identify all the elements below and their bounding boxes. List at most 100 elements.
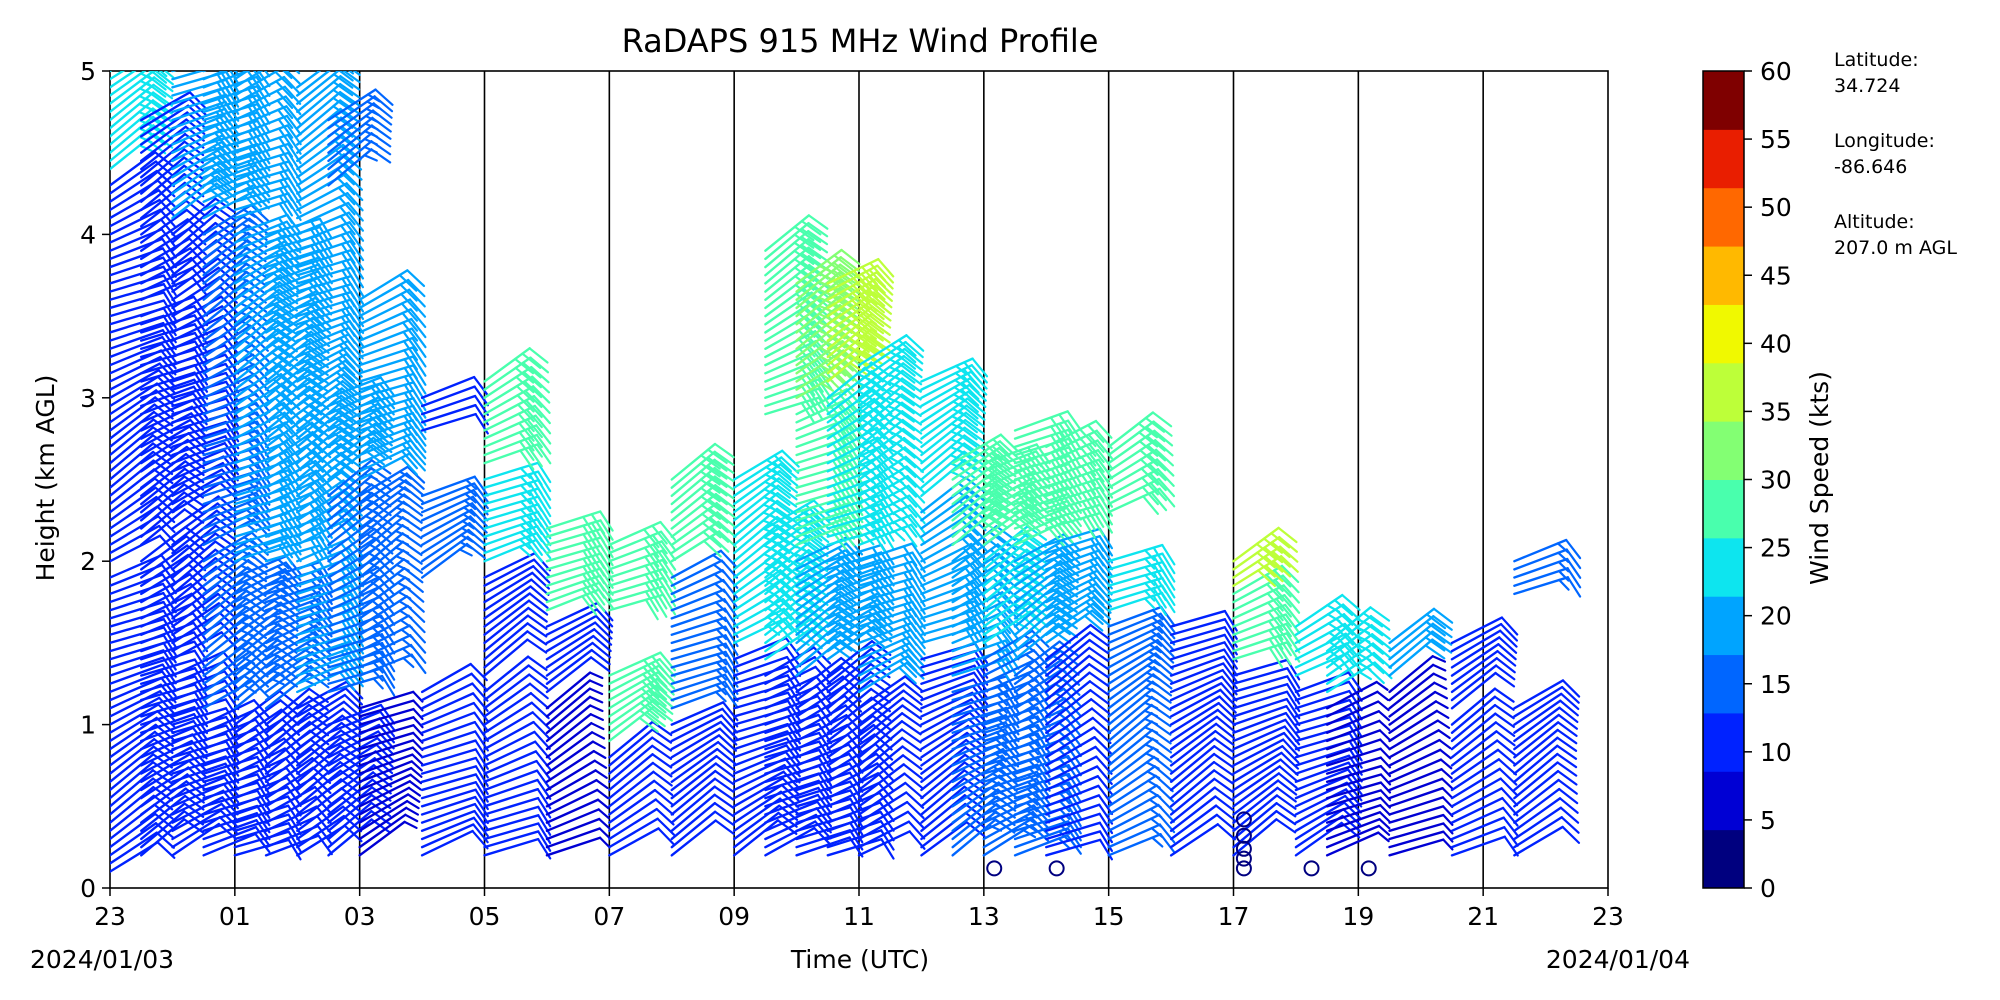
wind-barb	[1232, 731, 1301, 759]
wind-barb	[1450, 629, 1518, 661]
wind-barb	[296, 814, 363, 849]
wind-barb	[608, 761, 673, 800]
wind-barb	[1107, 543, 1176, 569]
wind-barb	[1232, 718, 1301, 743]
wind-barb	[670, 801, 735, 841]
x-tick-label: 05	[469, 902, 501, 931]
wind-barb	[795, 675, 862, 710]
wind-barb	[1450, 657, 1516, 694]
wind-barb	[1107, 487, 1176, 515]
wind-barb	[1450, 730, 1516, 767]
wind-barb	[140, 91, 208, 122]
wind-barb	[1388, 655, 1447, 694]
wind-barb	[670, 777, 735, 816]
altitude-label: Altitude:	[1834, 211, 1915, 233]
wind-barb	[420, 385, 489, 408]
calm-marker	[986, 860, 1003, 877]
wind-barb	[140, 666, 208, 689]
wind-barb	[1513, 721, 1578, 759]
wind-barb	[1325, 700, 1390, 726]
wind-barb	[1107, 477, 1176, 506]
wind-barb	[358, 327, 427, 352]
wind-barb	[1388, 709, 1450, 743]
calm-marker	[1235, 827, 1252, 844]
wind-barb	[171, 660, 240, 685]
wind-barb	[1169, 786, 1235, 824]
wind-barb	[1232, 613, 1301, 641]
wind-barb	[670, 607, 739, 629]
wind-barb	[1513, 797, 1579, 833]
start-date-label: 2024/01/03	[30, 945, 174, 974]
wind-barb	[483, 750, 552, 775]
wind-barb	[1450, 826, 1519, 849]
wind-barb	[420, 375, 489, 399]
wind-barb	[608, 779, 674, 816]
wind-barb	[1388, 748, 1452, 775]
wind-barb	[420, 720, 489, 743]
wind-barb	[857, 745, 923, 783]
wind-barb	[171, 448, 240, 473]
colorbar-segment	[1703, 712, 1744, 772]
wind-barb	[1107, 429, 1174, 465]
wind-barb	[1325, 796, 1392, 816]
wind-barb	[233, 124, 302, 149]
wind-barb	[1388, 768, 1453, 792]
wind-barb	[545, 769, 608, 800]
wind-barb	[483, 837, 552, 860]
wind-barb	[110, 831, 175, 865]
wind-barb	[1232, 622, 1301, 650]
wind-barb	[171, 197, 236, 236]
wind-barb	[327, 382, 396, 408]
wind-barb	[1232, 802, 1297, 841]
wind-barb	[545, 510, 614, 538]
wind-barb	[171, 389, 240, 411]
wind-barb	[1513, 778, 1578, 816]
wind-barb	[1450, 687, 1515, 726]
wind-barb	[545, 679, 604, 718]
wind-barb	[233, 260, 301, 293]
wind-barb	[420, 701, 489, 726]
wind-barb	[764, 214, 829, 252]
wind-barb	[670, 642, 739, 665]
wind-barb	[608, 657, 676, 686]
wind-barb	[1294, 768, 1363, 792]
wind-barb	[483, 638, 548, 677]
wind-barb	[483, 479, 552, 504]
wind-barb	[483, 606, 548, 645]
wind-barb	[1232, 574, 1300, 604]
wind-barb	[608, 728, 673, 767]
wind-barb	[920, 390, 987, 424]
y-tick-label: 1	[80, 711, 96, 740]
y-tick-label: 5	[80, 57, 96, 86]
wind-barb	[951, 562, 1018, 596]
colorbar-segment	[1703, 129, 1744, 189]
wind-barb	[483, 356, 550, 391]
colorbar-tick-label: 60	[1760, 57, 1792, 86]
wind-barb	[483, 664, 548, 702]
wind-barb	[296, 82, 361, 122]
wind-barb	[670, 492, 736, 530]
wind-barb	[1232, 818, 1297, 857]
wind-barb	[358, 799, 420, 833]
wind-barb	[483, 701, 550, 734]
wind-barb	[1169, 695, 1237, 726]
wind-barb	[1388, 838, 1454, 857]
wind-barb	[1388, 719, 1451, 751]
wind-barb	[1107, 448, 1175, 481]
wind-barb	[1513, 744, 1578, 783]
wind-barb	[358, 355, 427, 380]
wind-barb	[1045, 775, 1114, 800]
wind-barb	[327, 674, 396, 697]
wind-barb	[1045, 736, 1112, 767]
calm-marker	[1048, 860, 1065, 877]
wind-barb	[764, 238, 829, 277]
wind-barb	[920, 357, 989, 383]
wind-barb	[608, 691, 674, 726]
wind-barb	[670, 734, 737, 767]
wind-barb	[420, 528, 487, 563]
wind-barb	[545, 634, 612, 669]
wind-barb	[920, 364, 988, 391]
wind-barb	[1325, 818, 1391, 841]
wind-barb	[608, 684, 675, 718]
wind-barb	[1169, 752, 1234, 792]
